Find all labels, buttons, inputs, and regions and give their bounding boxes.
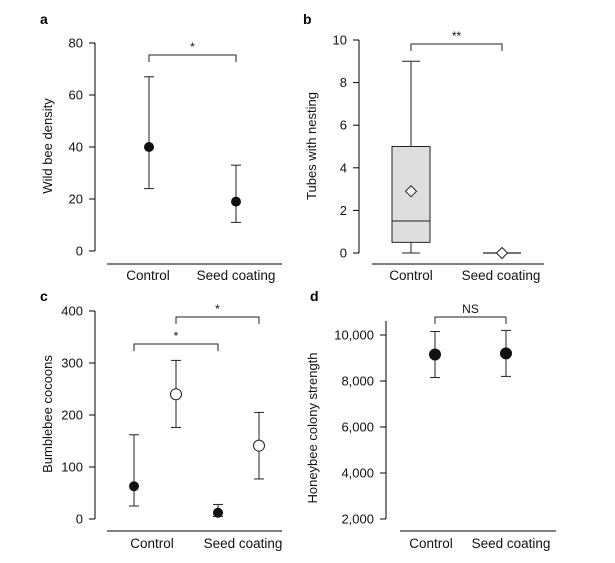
significance-annotations: * [148, 40, 237, 62]
data-point-filled [213, 507, 223, 518]
y-tick-label: 0 [76, 244, 83, 259]
y-tick-label: 10,000 [334, 328, 374, 343]
box-mean-marker [495, 246, 509, 260]
data-point [144, 142, 154, 152]
panel-label-d: d [310, 288, 319, 304]
x-category-label: Seed coating [472, 536, 551, 551]
data-point-open [253, 439, 265, 452]
significance-annotations: NS [434, 302, 507, 324]
y-axis-ticks: 0 20 40 60 80 [69, 36, 95, 259]
data-marks [144, 76, 241, 223]
y-axis-ticks: 0 100 200 300 400 [61, 304, 95, 527]
y-tick-label: 40 [69, 140, 83, 155]
significance-label: * [174, 329, 179, 343]
y-tick-label: 80 [69, 36, 83, 51]
significance-annotations: ** [133, 302, 260, 351]
significance-bracket [175, 316, 260, 324]
y-tick-label: 60 [69, 88, 83, 103]
significance-bracket [434, 316, 507, 324]
panel-label-c: c [40, 288, 48, 304]
y-axis-label: Tubes with nesting [304, 92, 319, 200]
x-category-label: Control [126, 268, 170, 283]
significance-annotations: ** [410, 29, 503, 51]
significance-bracket [410, 43, 503, 51]
x-category-label: Control [409, 536, 453, 551]
data-point-open [170, 388, 182, 401]
y-tick-label: 300 [61, 356, 83, 371]
x-category-label: Seed coating [197, 268, 276, 283]
y-tick-label: 8,000 [341, 374, 374, 389]
panel-label-b: b [303, 11, 312, 27]
y-tick-label: 8 [340, 75, 347, 90]
y-axis-label: Bumblebee cocoons [40, 355, 55, 473]
y-axis-ticks: 0 2 4 6 8 10 [333, 33, 359, 261]
y-tick-label: 4 [340, 160, 347, 175]
data-point [429, 348, 441, 361]
significance-bracket [133, 343, 219, 351]
y-tick-label: 0 [340, 246, 347, 261]
y-tick-label: 0 [76, 512, 83, 527]
box-mean-marker [404, 185, 418, 198]
data-marks [129, 359, 265, 518]
y-tick-label: 100 [61, 460, 83, 475]
significance-label: * [215, 302, 220, 316]
y-tick-label: 400 [61, 304, 83, 319]
data-marks [391, 60, 521, 260]
x-category-label: Seed coating [204, 536, 283, 551]
y-axis-ticks: 2,000 4,000 6,000 8,000 10,000 [334, 328, 386, 527]
data-point [231, 196, 241, 207]
y-tick-label: 2 [340, 203, 347, 218]
data-point-filled [129, 481, 139, 492]
y-tick-label: 4,000 [341, 466, 374, 481]
significance-label: NS [462, 302, 479, 316]
y-tick-label: 6,000 [341, 420, 374, 435]
y-tick-label: 200 [61, 408, 83, 423]
x-category-label: Control [130, 536, 174, 551]
significance-label: * [190, 40, 195, 54]
y-axis-label: Wild bee density [40, 98, 55, 194]
significance-label: ** [452, 29, 462, 43]
y-tick-label: 6 [340, 118, 347, 133]
panel-a: a Wild bee density 0 20 40 60 80 * Control S… [40, 11, 282, 283]
data-point [500, 347, 512, 360]
x-category-label: Seed coating [462, 268, 541, 283]
y-tick-label: 20 [69, 192, 83, 207]
significance-bracket [148, 54, 237, 62]
data-marks [429, 329, 512, 379]
y-axis-label: Honeybee colony strength [305, 352, 320, 503]
panel-d: d Honeybee colony strength 2,000 4,000 6,0… [305, 288, 556, 551]
y-tick-label: 10 [333, 33, 347, 48]
x-category-label: Control [389, 268, 433, 283]
y-tick-label: 2,000 [341, 512, 374, 527]
panel-label-a: a [40, 11, 48, 27]
